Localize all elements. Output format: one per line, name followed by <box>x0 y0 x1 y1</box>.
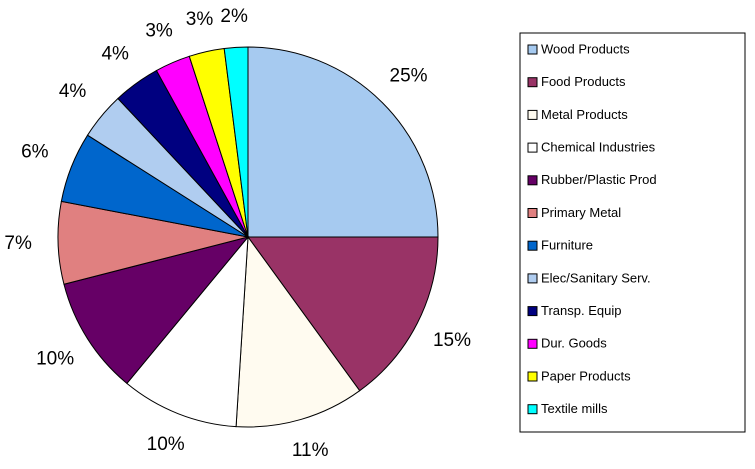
pie-slice <box>247 46 439 238</box>
slice-label: 10% <box>36 348 74 369</box>
legend-label: Textile mills <box>541 401 608 416</box>
legend-swatch <box>527 77 538 88</box>
legend-label: Primary Metal <box>541 205 621 220</box>
slice-label: 15% <box>433 330 471 351</box>
legend-swatch <box>527 208 538 218</box>
slice-label: 11% <box>292 440 329 461</box>
pie-slice <box>235 235 361 428</box>
legend-label: Transp. Equip <box>541 303 621 318</box>
legend-swatch <box>527 175 538 186</box>
legend-label: Rubber/Plastic Prod <box>541 172 657 187</box>
legend-label: Paper Products <box>541 368 631 383</box>
legend-label: Dur. Goods <box>541 336 607 351</box>
legend-swatch <box>527 371 538 382</box>
pie-slice <box>126 235 249 428</box>
slice-label: 2% <box>220 6 248 27</box>
slice-label: 6% <box>21 142 49 163</box>
legend-label: Elec/Sanitary Serv. <box>541 270 651 285</box>
slice-label: 10% <box>147 434 185 455</box>
legend-swatch <box>527 44 538 55</box>
slice-label: 7% <box>4 233 32 254</box>
legend-box <box>519 32 746 433</box>
legend-swatch <box>527 338 538 349</box>
slice-label: 4% <box>59 81 87 102</box>
slice-label: 4% <box>101 43 129 64</box>
pie-slice <box>63 236 250 385</box>
legend-swatch <box>527 273 538 284</box>
legend-swatch <box>527 404 538 415</box>
pie-slice <box>247 236 439 392</box>
slice-label: 3% <box>186 9 214 30</box>
legend-label: Furniture <box>541 238 593 253</box>
legend-swatch <box>527 109 538 120</box>
slice-label: 3% <box>145 20 173 41</box>
legend-label: Food Products <box>541 74 626 89</box>
legend-swatch <box>527 142 538 153</box>
legend-label: Metal Products <box>541 107 628 122</box>
legend-swatch <box>527 306 538 317</box>
slice-label: 25% <box>390 65 428 86</box>
legend-label: Wood Products <box>541 41 630 56</box>
pie-slice <box>223 46 249 238</box>
legend-swatch <box>527 240 538 251</box>
legend-label: Chemical Industries <box>541 140 656 155</box>
